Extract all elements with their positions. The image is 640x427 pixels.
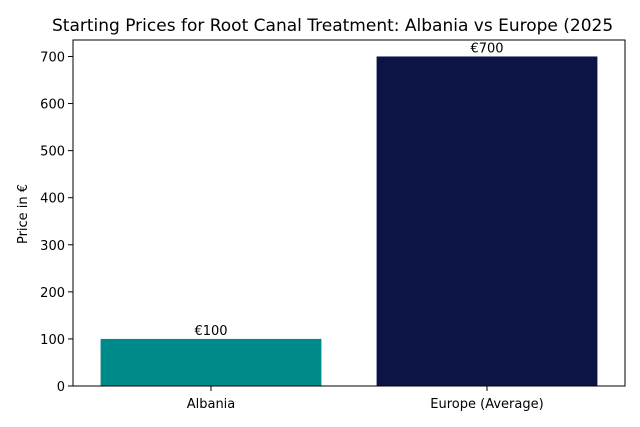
plot-area: €100 Albania €700 Europe (Average) 0 100 200 30…	[40, 39, 626, 412]
chart-title: Starting Prices for Root Canal Treatment…	[52, 16, 613, 36]
data-label-0: €100	[194, 324, 227, 339]
bar-0	[100, 338, 322, 386]
data-label-1: €700	[470, 41, 503, 56]
y-axis-label: Price in €	[16, 184, 31, 244]
y-tick-label-5: 500	[40, 145, 65, 160]
y-tick-label-6: 600	[40, 98, 65, 113]
bar-1	[376, 56, 598, 386]
y-tick-label-2: 200	[40, 286, 65, 301]
y-tick-label-0: 0	[57, 380, 65, 395]
y-tick-label-3: 300	[40, 239, 65, 254]
x-tick-label-0: Albania	[187, 397, 236, 412]
axes-frame	[72, 39, 626, 387]
y-tick-label-1: 100	[40, 333, 65, 348]
y-tick-label-7: 700	[40, 50, 65, 65]
y-tick-label-4: 400	[40, 192, 65, 207]
x-tick-label-1: Europe (Average)	[430, 397, 543, 412]
